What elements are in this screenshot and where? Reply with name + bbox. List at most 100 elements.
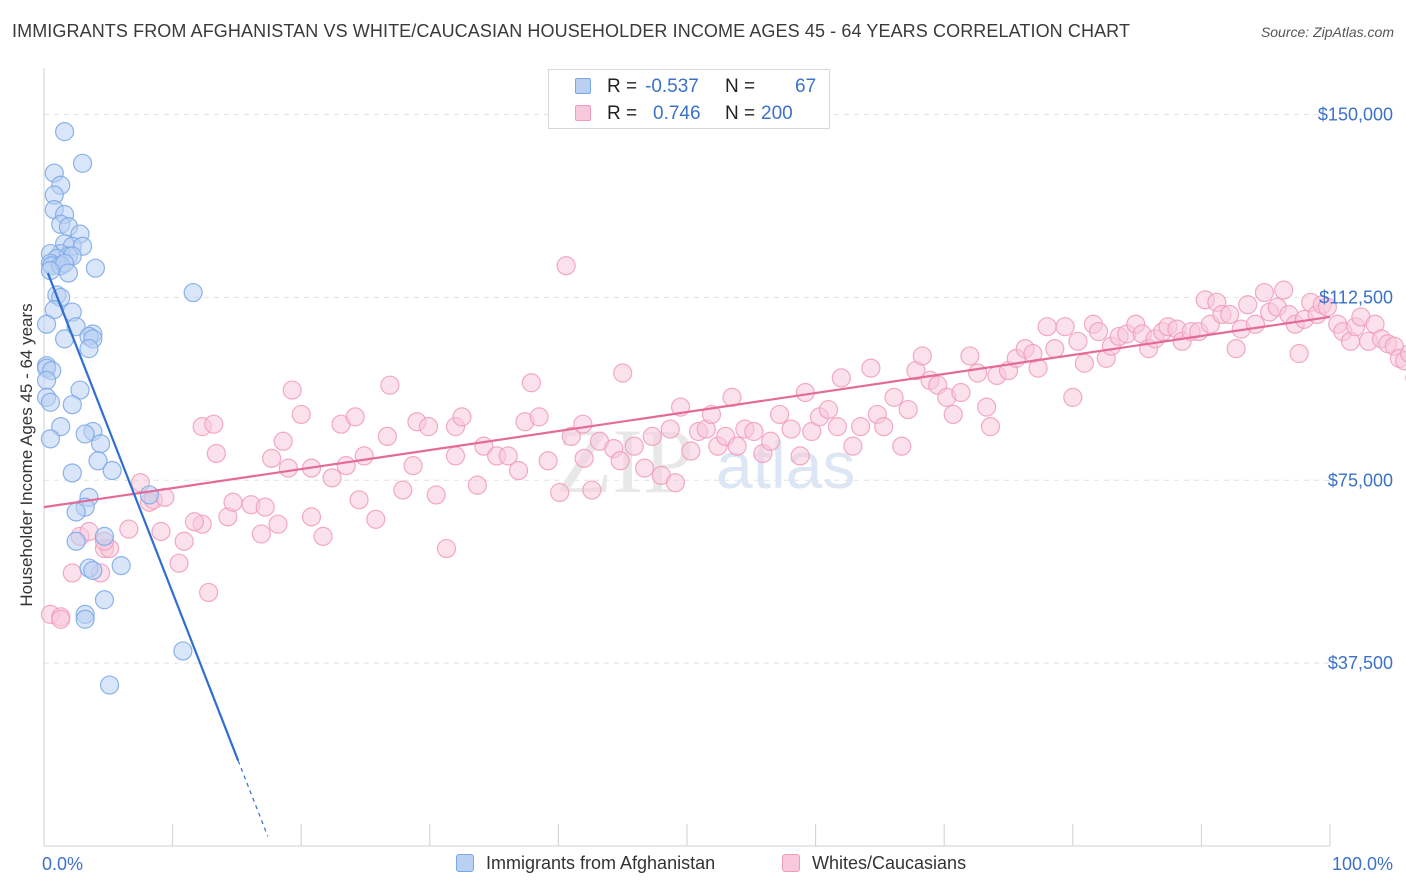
data-point-afghanistan bbox=[94, 590, 115, 610]
data-point-whites bbox=[851, 417, 871, 437]
chart-title: IMMIGRANTS FROM AFGHANISTAN VS WHITE/CAU… bbox=[12, 21, 1131, 41]
data-point-whites bbox=[790, 446, 810, 466]
data-point-afghanistan bbox=[58, 263, 79, 283]
data-point-whites bbox=[550, 482, 570, 503]
data-point-whites bbox=[892, 436, 912, 456]
data-point-whites bbox=[874, 417, 894, 437]
data-point-afghanistan bbox=[88, 451, 108, 471]
legend-swatch-blue bbox=[456, 854, 474, 872]
data-point-whites bbox=[556, 256, 576, 276]
data-point-whites bbox=[760, 431, 781, 451]
data-point-afghanistan bbox=[62, 395, 82, 415]
trend-line-afghanistan-extension bbox=[237, 760, 269, 837]
data-point-whites bbox=[62, 563, 82, 583]
data-point-whites bbox=[1068, 331, 1088, 351]
data-point-whites bbox=[1400, 344, 1406, 363]
data-point-whites bbox=[574, 448, 594, 468]
y-tick-label: $37,500 bbox=[1328, 653, 1393, 673]
data-point-whites bbox=[393, 480, 413, 500]
data-point-whites bbox=[660, 419, 680, 439]
data-point-whites bbox=[174, 531, 194, 551]
data-point-whites bbox=[861, 358, 881, 378]
data-point-whites bbox=[206, 443, 226, 464]
y-tick-label: $150,000 bbox=[1318, 105, 1393, 125]
data-point-afghanistan bbox=[183, 282, 203, 303]
data-point-afghanistan bbox=[83, 560, 103, 581]
data-point-whites bbox=[262, 448, 282, 468]
data-point-afghanistan bbox=[99, 675, 120, 695]
data-point-whites bbox=[538, 451, 558, 471]
series-immigrants-afghanistan bbox=[36, 122, 203, 695]
data-point-whites bbox=[1238, 295, 1258, 315]
data-point-whites bbox=[51, 609, 71, 629]
data-point-whites bbox=[681, 441, 701, 461]
legend-swatch-pink bbox=[575, 105, 591, 121]
data-point-whites bbox=[301, 507, 322, 527]
tick-labels: $37,500 $75,000 $112,500 $150,000 0.0% 100.0% bbox=[42, 105, 1393, 874]
data-point-whites bbox=[912, 346, 932, 366]
legend-n-value: 200 bbox=[761, 103, 793, 124]
gridlines bbox=[44, 114, 1330, 664]
data-point-whites bbox=[169, 553, 189, 573]
data-point-afghanistan bbox=[62, 463, 82, 483]
data-point-whites bbox=[199, 582, 219, 603]
data-point-whites bbox=[119, 519, 139, 539]
data-point-whites bbox=[1226, 339, 1246, 359]
data-point-whites bbox=[366, 509, 386, 529]
data-point-whites bbox=[884, 387, 904, 407]
data-point-whites bbox=[336, 456, 356, 476]
data-point-whites bbox=[642, 426, 662, 446]
chart-source: Source: ZipAtlas.com bbox=[1260, 24, 1394, 40]
legend-swatch-pink bbox=[782, 854, 800, 872]
data-point-whites bbox=[582, 480, 602, 500]
data-point-afghanistan bbox=[94, 526, 115, 546]
data-point-whites bbox=[1289, 343, 1309, 364]
data-point-whites bbox=[781, 419, 801, 439]
data-point-whites bbox=[1045, 339, 1065, 359]
data-point-afghanistan bbox=[36, 370, 57, 390]
data-point-whites bbox=[403, 456, 423, 476]
data-point-whites bbox=[349, 490, 369, 510]
legend-r-label: R = bbox=[607, 76, 638, 97]
data-point-afghanistan bbox=[75, 609, 95, 629]
data-point-afghanistan bbox=[40, 429, 61, 449]
data-point-whites bbox=[827, 417, 848, 437]
legend-r-label: R = bbox=[607, 103, 638, 124]
data-point-whites bbox=[255, 497, 275, 517]
data-point-afghanistan bbox=[85, 258, 106, 278]
data-point-whites bbox=[268, 514, 288, 534]
data-point-whites bbox=[1254, 282, 1275, 303]
data-point-whites bbox=[204, 414, 224, 434]
data-point-whites bbox=[624, 436, 644, 456]
axes bbox=[43, 68, 1331, 847]
data-point-whites bbox=[436, 538, 457, 559]
data-point-whites bbox=[426, 485, 446, 505]
data-point-whites bbox=[1274, 280, 1294, 300]
data-point-afghanistan bbox=[36, 314, 57, 334]
data-point-whites bbox=[291, 404, 311, 425]
data-point-whites bbox=[1088, 321, 1109, 342]
legend-r-value: -0.537 bbox=[645, 76, 699, 97]
data-point-whites bbox=[1317, 297, 1338, 317]
series-legend: Immigrants from Afghanistan Whites/Cauca… bbox=[0, 852, 1406, 876]
data-point-afghanistan bbox=[66, 531, 86, 551]
data-point-whites bbox=[282, 380, 302, 400]
data-point-whites bbox=[1220, 304, 1240, 325]
correlation-legend: R = -0.537 N = 67 R = 0.746 N = 200 bbox=[548, 69, 830, 129]
data-point-afghanistan bbox=[40, 392, 61, 412]
data-point-whites bbox=[184, 512, 205, 532]
data-point-whites bbox=[634, 458, 655, 478]
data-point-whites bbox=[467, 475, 487, 495]
data-point-whites bbox=[610, 451, 630, 471]
data-point-afghanistan bbox=[54, 122, 75, 142]
data-point-whites bbox=[744, 421, 764, 442]
data-point-whites bbox=[322, 468, 342, 488]
data-point-afghanistan bbox=[79, 339, 99, 359]
data-point-whites bbox=[273, 431, 293, 451]
x-tick-label-max: 100.0% bbox=[1332, 854, 1393, 874]
data-point-afghanistan bbox=[111, 556, 131, 576]
data-point-whites bbox=[278, 458, 298, 478]
data-point-afghanistan bbox=[66, 502, 86, 522]
data-point-whites bbox=[251, 524, 271, 544]
